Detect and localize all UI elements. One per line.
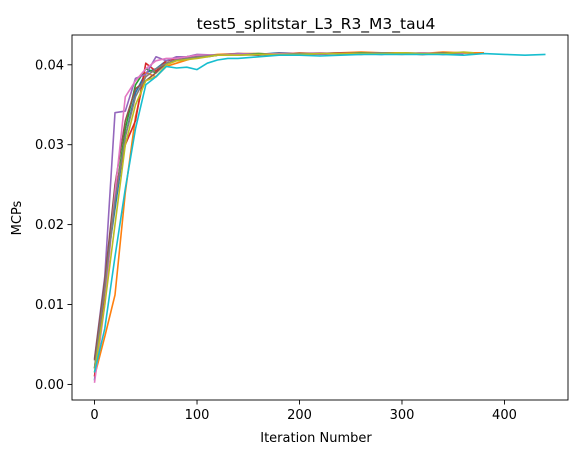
axes-layer: 0 100 200 300 400 0.00 0.01 0.02 0.03 0.04 (35, 58, 517, 423)
x-tick-label: 400 (492, 408, 517, 423)
chart-title: test5_splitstar_L3_R3_M3_tau4 (197, 15, 436, 34)
x-tick-label: 200 (287, 408, 312, 423)
series-line-10 (93, 52, 546, 373)
y-axis-title: MCPs (10, 200, 25, 235)
series-line-9 (93, 51, 474, 373)
x-tick-label: 300 (390, 408, 415, 423)
y-tick-label: 0.04 (35, 58, 64, 73)
y-tick-label: 0.02 (35, 218, 64, 233)
x-tick-label: 100 (185, 408, 210, 423)
y-tick-label: 0.01 (35, 298, 64, 313)
y-tick-label: 0.00 (35, 378, 64, 393)
x-tick-label: 0 (90, 408, 98, 423)
x-axis-title: Iteration Number (260, 431, 372, 446)
plot-frame (71, 34, 569, 401)
y-tick-label: 0.03 (35, 138, 64, 153)
series-layer (93, 51, 546, 383)
